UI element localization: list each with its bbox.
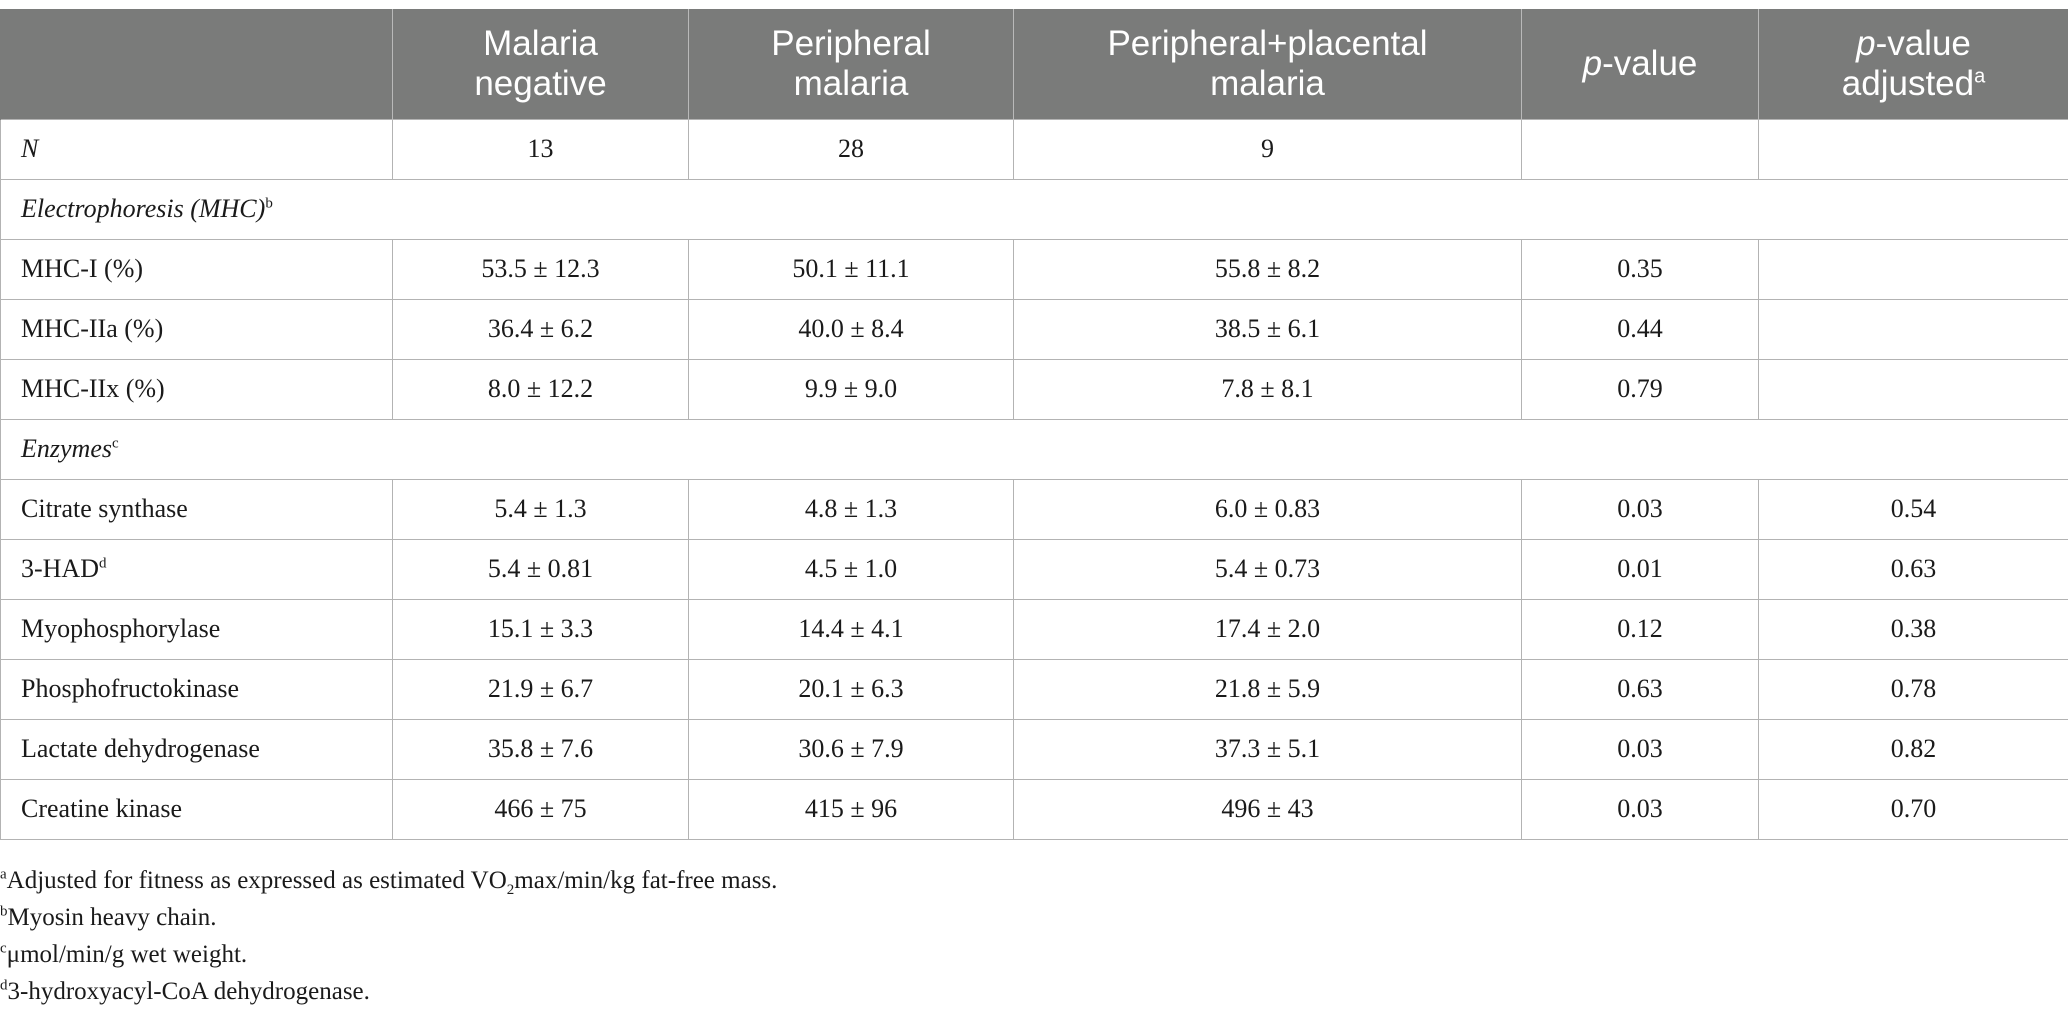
row-label: MHC-IIa (%)	[0, 298, 393, 360]
cell-value	[1521, 118, 1759, 180]
cell-value: 496 ± 43	[1013, 778, 1522, 840]
header-p-value-adjusted: p-value adjusteda	[1758, 9, 2068, 119]
cell-value: 0.78	[1758, 658, 2068, 720]
table-row: Lactate dehydrogenase 35.8 ± 7.6 30.6 ± 7.…	[0, 718, 2068, 780]
table-row: Myophosphorylase 15.1 ± 3.3 14.4 ± 4.1 17.4…	[0, 598, 2068, 660]
cell-value: 5.4 ± 0.81	[392, 538, 689, 600]
cell-value: 0.44	[1521, 298, 1759, 360]
row-label: MHC-I (%)	[0, 238, 393, 300]
cell-value: 55.8 ± 8.2	[1013, 238, 1522, 300]
section-title: Enzymesc	[0, 418, 2068, 480]
cell-value: 0.54	[1758, 478, 2068, 540]
cell-value: 0.03	[1521, 778, 1759, 840]
table-row: MHC-IIa (%) 36.4 ± 6.2 40.0 ± 8.4 38.5 ± 6.…	[0, 298, 2068, 360]
cell-value: 13	[392, 118, 689, 180]
cell-value	[1758, 358, 2068, 420]
footnote-d: d3-hydroxyacyl-CoA dehydrogenase.	[0, 977, 370, 1005]
table-row: 3-HADd 5.4 ± 0.81 4.5 ± 1.0 5.4 ± 0.73 0.01 0…	[0, 538, 2068, 600]
footnote-b: bMyosin heavy chain.	[0, 903, 217, 931]
footnote-marker: b	[265, 195, 273, 212]
row-label: N	[0, 118, 393, 180]
cell-value: 9	[1013, 118, 1522, 180]
header-cell-empty	[0, 9, 393, 119]
footnote-marker: d	[99, 555, 107, 572]
table-row-n: N 13 28 9	[0, 118, 2068, 180]
cell-value: 0.35	[1521, 238, 1759, 300]
cell-value: 0.03	[1521, 718, 1759, 780]
cell-value: 35.8 ± 7.6	[392, 718, 689, 780]
footnote-c: cμmol/min/g wet weight.	[0, 940, 248, 968]
row-label: Lactate dehydrogenase	[0, 718, 393, 780]
cell-value: 36.4 ± 6.2	[392, 298, 689, 360]
row-label: Phosphofructokinase	[0, 658, 393, 720]
table-footnotes: aAdjusted for fitness as expressed as es…	[0, 862, 2068, 1010]
cell-value: 7.8 ± 8.1	[1013, 358, 1522, 420]
header-peripheral-malaria: Peripheral malaria	[688, 9, 1014, 119]
row-label: 3-HADd	[0, 538, 393, 600]
cell-value: 0.12	[1521, 598, 1759, 660]
cell-value: 5.4 ± 0.73	[1013, 538, 1522, 600]
cell-value: 0.03	[1521, 478, 1759, 540]
table-body: N 13 28 9 Electrophoresis (MHC)b MHC-I (%…	[0, 118, 2068, 840]
cell-value: 466 ± 75	[392, 778, 689, 840]
table-row: MHC-I (%) 53.5 ± 12.3 50.1 ± 11.1 55.8 ± 8.…	[0, 238, 2068, 300]
section-header-row: Electrophoresis (MHC)b	[0, 178, 2068, 240]
cell-value	[1758, 298, 2068, 360]
cell-value: 0.70	[1758, 778, 2068, 840]
results-table: Malaria negative Peripheral malaria Peri…	[0, 9, 2068, 840]
footnote-a: aAdjusted for fitness as expressed as es…	[0, 866, 778, 898]
cell-value: 53.5 ± 12.3	[392, 238, 689, 300]
footnote-marker-a: a	[1974, 65, 1986, 88]
cell-value: 0.01	[1521, 538, 1759, 600]
header-peripheral-placental-malaria: Peripheral+placental malaria	[1013, 9, 1522, 119]
cell-value: 4.8 ± 1.3	[688, 478, 1014, 540]
section-title: Electrophoresis (MHC)b	[0, 178, 2068, 240]
cell-value: 17.4 ± 2.0	[1013, 598, 1522, 660]
footnote-marker: c	[111, 435, 119, 452]
header-row: Malaria negative Peripheral malaria Peri…	[0, 9, 2068, 119]
cell-value	[1758, 118, 2068, 180]
cell-value	[1758, 238, 2068, 300]
cell-value: 38.5 ± 6.1	[1013, 298, 1522, 360]
table-row: MHC-IIx (%) 8.0 ± 12.2 9.9 ± 9.0 7.8 ± 8.1 0…	[0, 358, 2068, 420]
cell-value: 21.8 ± 5.9	[1013, 658, 1522, 720]
cell-value: 9.9 ± 9.0	[688, 358, 1014, 420]
row-label: Citrate synthase	[0, 478, 393, 540]
row-label: Myophosphorylase	[0, 598, 393, 660]
table-row: Creatine kinase 466 ± 75 415 ± 96 496 ± 43 0…	[0, 778, 2068, 840]
cell-value: 4.5 ± 1.0	[688, 538, 1014, 600]
header-p-value: p-value	[1521, 9, 1759, 119]
cell-value: 8.0 ± 12.2	[392, 358, 689, 420]
cell-value: 21.9 ± 6.7	[392, 658, 689, 720]
cell-value: 0.79	[1521, 358, 1759, 420]
cell-value: 15.1 ± 3.3	[392, 598, 689, 660]
cell-value: 0.63	[1758, 538, 2068, 600]
cell-value: 50.1 ± 11.1	[688, 238, 1014, 300]
cell-value: 0.82	[1758, 718, 2068, 780]
cell-value: 30.6 ± 7.9	[688, 718, 1014, 780]
row-label: Creatine kinase	[0, 778, 393, 840]
table-row: Phosphofructokinase 21.9 ± 6.7 20.1 ± 6.3 2…	[0, 658, 2068, 720]
table-row: Citrate synthase 5.4 ± 1.3 4.8 ± 1.3 6.0 ± …	[0, 478, 2068, 540]
row-label: MHC-IIx (%)	[0, 358, 393, 420]
header-malaria-negative: Malaria negative	[392, 9, 689, 119]
cell-value: 40.0 ± 8.4	[688, 298, 1014, 360]
cell-value: 37.3 ± 5.1	[1013, 718, 1522, 780]
data-table-container: Malaria negative Peripheral malaria Peri…	[0, 9, 2068, 840]
section-header-row: Enzymesc	[0, 418, 2068, 480]
cell-value: 415 ± 96	[688, 778, 1014, 840]
cell-value: 28	[688, 118, 1014, 180]
cell-value: 5.4 ± 1.3	[392, 478, 689, 540]
cell-value: 0.38	[1758, 598, 2068, 660]
cell-value: 0.63	[1521, 658, 1759, 720]
cell-value: 20.1 ± 6.3	[688, 658, 1014, 720]
cell-value: 6.0 ± 0.83	[1013, 478, 1522, 540]
cell-value: 14.4 ± 4.1	[688, 598, 1014, 660]
